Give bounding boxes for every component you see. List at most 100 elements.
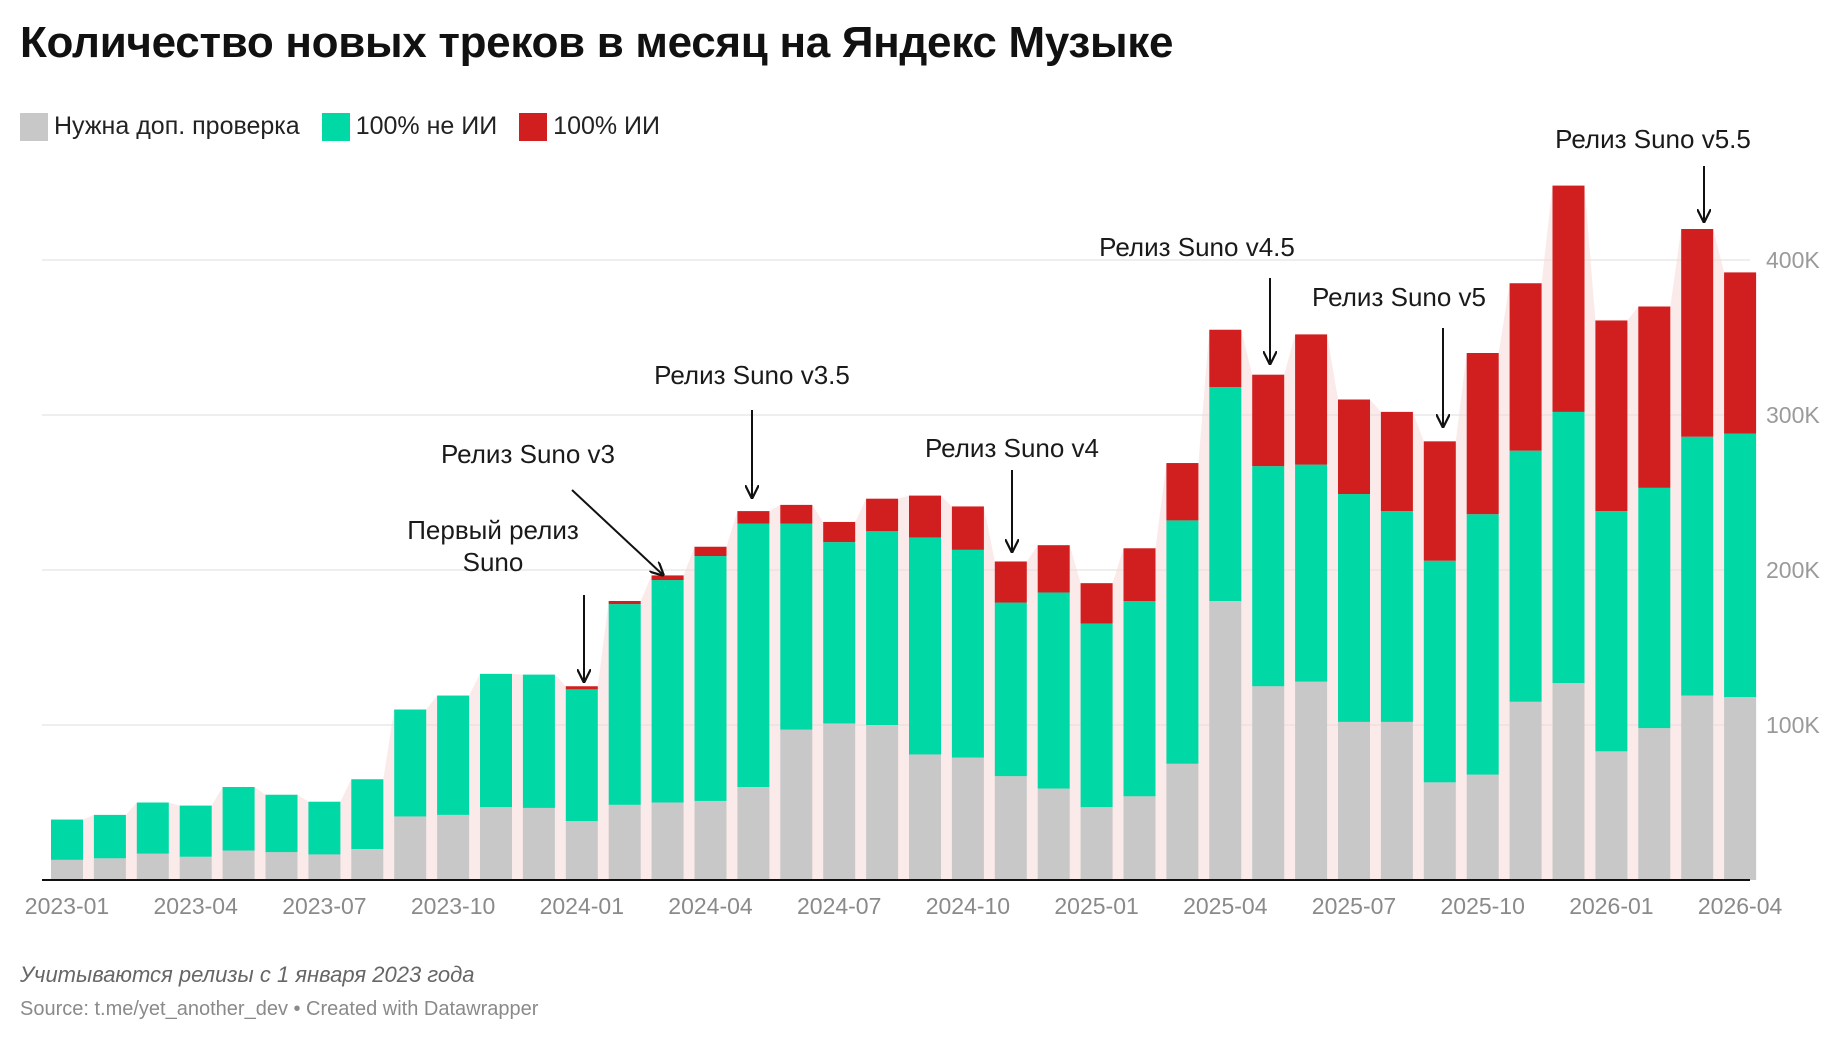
annotation-text: Релиз Suno v4 — [925, 433, 1099, 463]
x-tick-label: 2025-04 — [1183, 893, 1268, 919]
x-tick-label: 2026-04 — [1698, 893, 1783, 919]
bar-segment-not-ai — [1252, 466, 1285, 687]
axes: 100K 200K 300K 400K 2023-01 2023-04 2023-07 202… — [25, 247, 1821, 919]
bar-segment-ai — [1595, 320, 1628, 512]
bar-segment-needs-check — [1252, 686, 1285, 880]
total-outline-band — [51, 185, 1757, 881]
bar-segment-ai — [1037, 545, 1070, 593]
x-tick-label: 2023-10 — [411, 893, 495, 919]
bar-segment-not-ai — [909, 537, 941, 755]
annotation-suno: Релиз Suno v3 — [441, 439, 662, 574]
bar-segment-not-ai — [1552, 411, 1585, 684]
bar-segment-ai — [1423, 441, 1456, 561]
annotation-suno: Релиз Suno v4 — [925, 433, 1099, 550]
bar-segment-ai — [694, 546, 727, 557]
bar-segment-not-ai — [1037, 592, 1070, 789]
x-tick-label: 2023-07 — [282, 893, 366, 919]
bar-segment-not-ai — [394, 709, 427, 817]
bar-segment-needs-check — [823, 723, 856, 880]
bar-segment-ai — [737, 511, 770, 524]
bar-segment-needs-check — [1638, 728, 1671, 880]
bar-segment-needs-check — [565, 821, 598, 880]
bar-segment-not-ai — [308, 801, 341, 855]
annotation-suno: Релиз Suno v5 — [1312, 282, 1486, 425]
bar-segment-not-ai — [1423, 560, 1456, 783]
bar-segment-not-ai — [1338, 494, 1370, 722]
bar-segment-needs-check — [737, 787, 770, 880]
bar-segment-needs-check — [1724, 697, 1757, 880]
bar-segment-ai — [994, 561, 1027, 603]
bar-segment-needs-check — [1166, 763, 1199, 880]
y-tick-label: 300K — [1766, 402, 1820, 428]
bar-segment-needs-check — [351, 849, 384, 880]
bar-segment-needs-check — [179, 856, 212, 880]
bar-segment-needs-check — [1595, 751, 1628, 880]
x-tick-label: 2023-04 — [153, 893, 238, 919]
x-tick-label: 2025-10 — [1440, 893, 1524, 919]
annotation-suno: Релиз Suno v5.5 — [1555, 124, 1751, 220]
x-tick-label: 2024-07 — [797, 893, 881, 919]
x-tick-label: 2024-10 — [926, 893, 1010, 919]
legend-label: 100% ИИ — [553, 112, 660, 140]
annotation-text: Релиз Suno v4.5 — [1099, 232, 1295, 262]
bar-segment-ai — [608, 601, 641, 605]
bar-segment-ai — [1552, 185, 1585, 412]
bar-segment-not-ai — [737, 523, 770, 787]
bar-segment-needs-check — [1338, 721, 1370, 880]
bar-segment-not-ai — [179, 805, 212, 857]
bar-segment-not-ai — [1380, 511, 1413, 722]
annotation-text: Первый релиз — [407, 515, 579, 545]
legend-item-not-ai: 100% не ИИ — [321, 112, 498, 141]
y-tick-label: 200K — [1766, 557, 1820, 583]
x-tick-label: 2023-01 — [25, 893, 109, 919]
bar-segment-needs-check — [1552, 683, 1585, 880]
bar-segment-not-ai — [480, 673, 512, 808]
bar-segment-needs-check — [1466, 774, 1499, 880]
bars — [51, 185, 1757, 880]
bar-segment-not-ai — [1509, 450, 1542, 702]
bar-segment-not-ai — [694, 556, 727, 801]
legend-label: 100% не ИИ — [355, 112, 498, 140]
bar-segment-needs-check — [1080, 807, 1113, 880]
bar-segment-ai — [1466, 353, 1499, 515]
footnote: Учитываются релизы с 1 января 2023 года — [20, 962, 475, 987]
bar-segment-needs-check — [608, 804, 641, 880]
bar-segment-ai — [1295, 334, 1328, 465]
bar-segment-needs-check — [265, 852, 298, 880]
bar-segment-not-ai — [93, 814, 126, 859]
bar-segment-not-ai — [565, 689, 598, 822]
bar-segment-not-ai — [1209, 387, 1242, 601]
bar-segment-not-ai — [866, 531, 899, 725]
annotation-text: Релиз Suno v3 — [441, 439, 615, 469]
bar-segment-not-ai — [351, 779, 384, 849]
bar-segment-ai — [1681, 229, 1714, 437]
x-tick-label: 2025-07 — [1312, 893, 1396, 919]
legend-item-needs-check: Нужна доп. проверка — [20, 112, 300, 141]
annotation-text: Релиз Suno v5 — [1312, 282, 1486, 312]
bar-segment-not-ai — [1724, 433, 1757, 698]
y-tick-label: 400K — [1766, 247, 1820, 273]
bar-segment-not-ai — [1681, 436, 1714, 696]
bar-segment-needs-check — [1423, 782, 1456, 880]
bar-segment-not-ai — [1166, 520, 1199, 764]
bar-segment-ai — [823, 521, 856, 543]
bar-segment-ai — [1166, 463, 1199, 521]
legend-label: Нужна доп. проверка — [54, 112, 300, 140]
bar-segment-not-ai — [1295, 464, 1328, 682]
bar-segment-needs-check — [1509, 701, 1542, 880]
bar-segment-ai — [1080, 583, 1113, 624]
bar-segment-needs-check — [994, 776, 1027, 880]
bar-segment-ai — [1209, 329, 1242, 388]
bar-segment-not-ai — [994, 602, 1027, 777]
bar-segment-not-ai — [1466, 514, 1499, 775]
bar-segment-ai — [866, 498, 899, 532]
bar-segment-needs-check — [1209, 601, 1242, 880]
bar-segment-needs-check — [909, 754, 941, 880]
bar-segment-not-ai — [51, 819, 83, 860]
y-tick-label: 100K — [1766, 712, 1820, 738]
bar-segment-needs-check — [136, 853, 169, 880]
bar-segment-needs-check — [866, 725, 899, 880]
bar-segment-not-ai — [265, 794, 298, 853]
bar-segment-needs-check — [1681, 695, 1714, 880]
bar-segment-needs-check — [222, 850, 255, 880]
